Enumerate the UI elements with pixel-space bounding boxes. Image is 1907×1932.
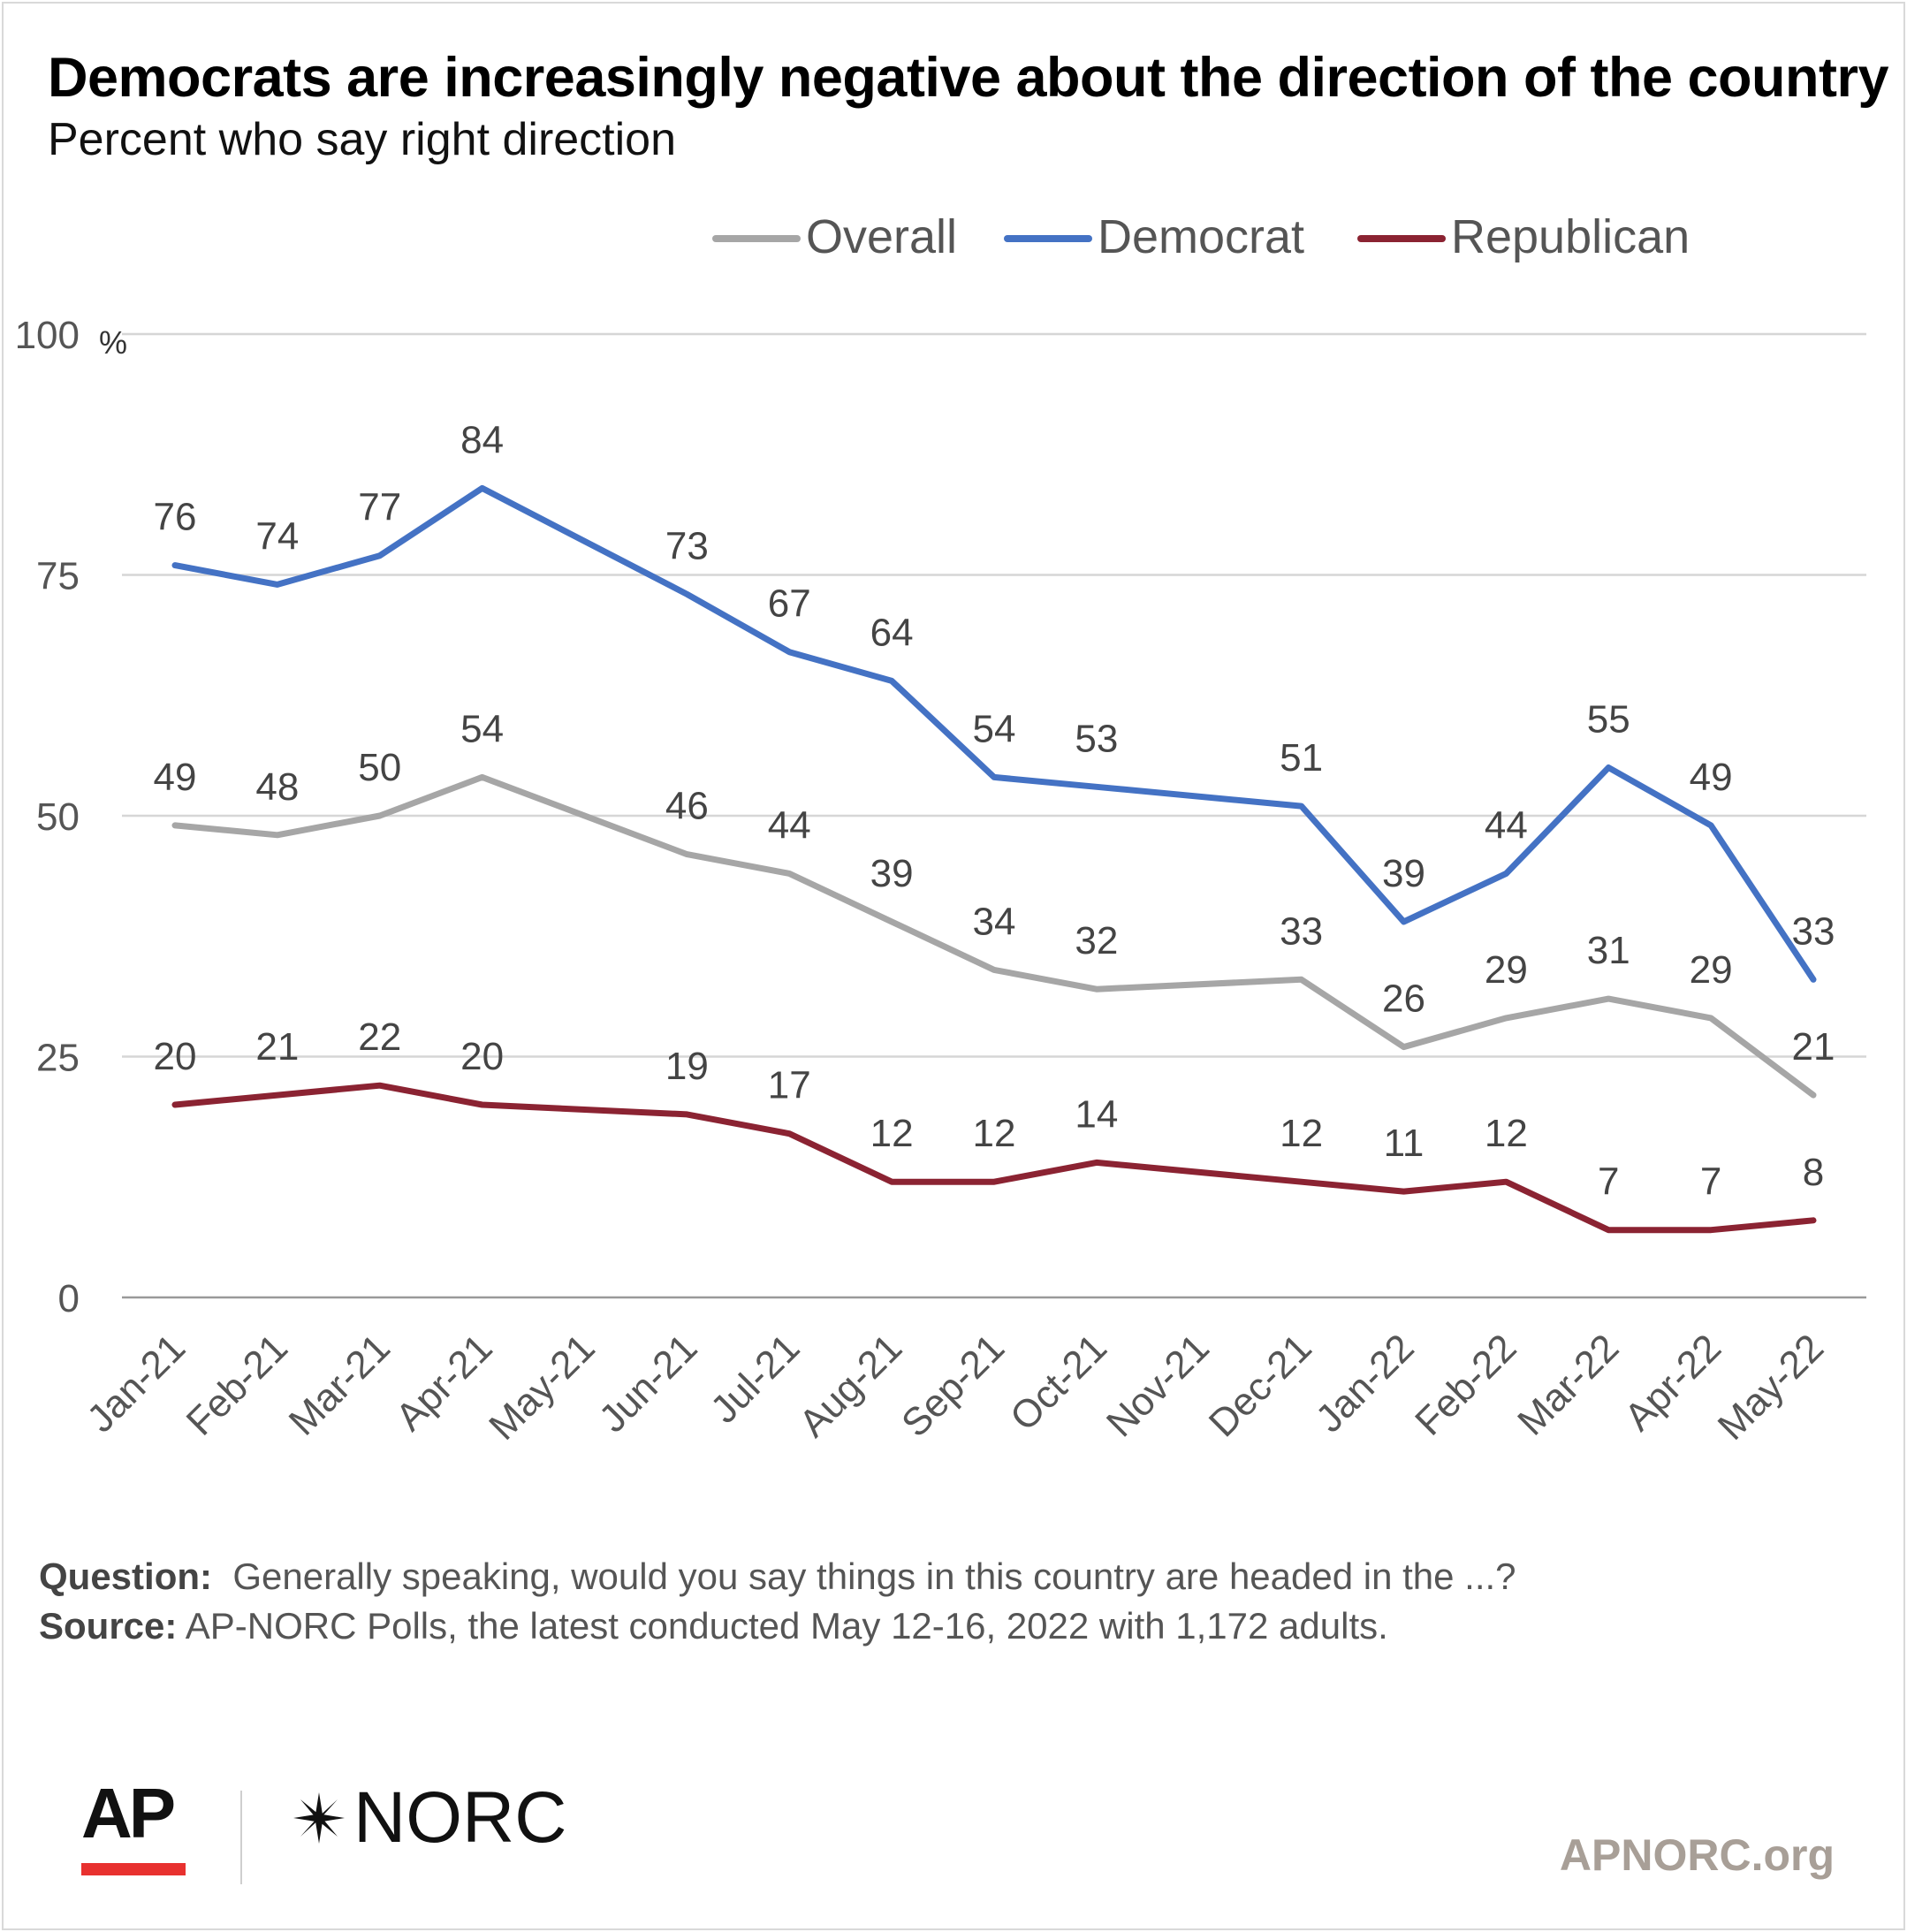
question-note: Question: Generally speaking, would you … xyxy=(39,1552,1516,1601)
data-label-democrat: 39 xyxy=(1382,852,1425,895)
data-label-republican: 19 xyxy=(665,1045,709,1088)
data-label-overall: 54 xyxy=(460,707,504,750)
series-line-overall xyxy=(171,773,1817,1099)
data-label-overall: 48 xyxy=(255,765,299,809)
x-tick-label: Jan-22 xyxy=(1308,1326,1423,1441)
x-tick-label: Dec-21 xyxy=(1201,1326,1320,1445)
data-label-overall: 34 xyxy=(973,900,1016,943)
data-label-republican: 7 xyxy=(1598,1160,1619,1204)
data-label-overall: 44 xyxy=(768,803,811,847)
ap-logo-text: AP xyxy=(81,1774,176,1852)
x-tick-label: Apr-21 xyxy=(388,1326,501,1439)
data-label-democrat: 74 xyxy=(255,514,299,558)
data-label-republican: 11 xyxy=(1384,1122,1425,1165)
data-label-overall: 50 xyxy=(358,746,401,789)
x-tick-label: May-21 xyxy=(481,1326,603,1448)
y-tick-label: 25 xyxy=(36,1037,80,1080)
data-label-democrat: 76 xyxy=(154,496,197,539)
x-tick-label: Apr-22 xyxy=(1616,1326,1729,1439)
x-tick-label: Mar-22 xyxy=(1509,1326,1627,1443)
y-tick-label: 0 xyxy=(58,1277,80,1320)
source-note: Source: AP-NORC Polls, the latest conduc… xyxy=(39,1601,1516,1651)
data-label-democrat: 53 xyxy=(1075,717,1118,760)
data-label-republican: 8 xyxy=(1803,1151,1824,1194)
data-label-democrat: 77 xyxy=(358,486,401,529)
norc-logo-text: NORC xyxy=(353,1777,567,1858)
chart-subtitle: Percent who say right direction xyxy=(48,114,677,165)
data-label-overall: 21 xyxy=(1792,1025,1835,1069)
norc-star-icon xyxy=(293,1792,345,1844)
data-label-republican: 12 xyxy=(870,1112,914,1155)
data-label-democrat: 55 xyxy=(1587,698,1630,742)
data-label-democrat: 73 xyxy=(665,524,709,567)
legend-label-overall: Overall xyxy=(806,210,957,263)
y-tick-label: 50 xyxy=(36,795,80,839)
data-label-overall: 49 xyxy=(154,756,197,799)
data-label-democrat: 67 xyxy=(768,582,811,626)
data-label-democrat: 49 xyxy=(1690,756,1733,799)
data-label-democrat: 84 xyxy=(460,418,504,461)
norc-logo: NORC xyxy=(288,1782,566,1854)
ap-logo-bar xyxy=(81,1863,186,1875)
data-label-republican: 7 xyxy=(1700,1160,1721,1204)
ap-logo: AP xyxy=(81,1778,189,1875)
data-label-overall: 29 xyxy=(1690,948,1733,992)
data-label-overall: 33 xyxy=(1280,909,1323,953)
data-label-republican: 20 xyxy=(460,1035,504,1078)
x-tick-label: Jun-21 xyxy=(591,1326,706,1441)
data-label-republican: 14 xyxy=(1075,1092,1118,1136)
y-unit-label: % xyxy=(99,324,127,361)
data-label-republican: 17 xyxy=(768,1064,811,1107)
data-label-republican: 20 xyxy=(154,1035,197,1078)
x-tick-label: Nov-21 xyxy=(1098,1326,1218,1445)
site-url: APNORC.org xyxy=(1559,1830,1835,1880)
x-tick-label: Sep-21 xyxy=(893,1326,1013,1445)
data-label-overall: 46 xyxy=(665,785,709,828)
data-label-republican: 12 xyxy=(1485,1112,1528,1155)
source-label: Source: xyxy=(39,1605,178,1647)
data-label-republican: 12 xyxy=(973,1112,1016,1155)
x-tick-label: Feb-21 xyxy=(179,1326,296,1443)
x-tick-label: Feb-22 xyxy=(1407,1326,1524,1443)
legend-label-republican: Republican xyxy=(1451,210,1690,263)
chart-title: Democrats are increasingly negative abou… xyxy=(48,47,1889,109)
data-label-democrat: 44 xyxy=(1485,803,1528,847)
data-label-democrat: 51 xyxy=(1280,736,1323,780)
x-tick-label: Mar-21 xyxy=(281,1326,399,1443)
data-label-democrat: 54 xyxy=(973,707,1016,750)
legend-label-democrat: Democrat xyxy=(1098,210,1304,263)
chart-notes: Question: Generally speaking, would you … xyxy=(39,1552,1516,1651)
logo-divider xyxy=(240,1791,242,1884)
data-label-republican: 21 xyxy=(255,1025,299,1069)
data-label-overall: 31 xyxy=(1587,929,1630,972)
question-text: Generally speaking, would you say things… xyxy=(232,1555,1516,1597)
data-label-overall: 39 xyxy=(870,852,914,895)
x-tick-label: May-22 xyxy=(1710,1326,1832,1448)
question-label: Question: xyxy=(39,1555,212,1597)
y-tick-label: 100 xyxy=(15,314,80,357)
y-tick-label: 75 xyxy=(36,555,80,598)
data-label-republican: 12 xyxy=(1280,1112,1323,1155)
series-line-republican xyxy=(171,1082,1817,1234)
data-label-republican: 22 xyxy=(358,1015,401,1059)
x-tick-label: Oct-21 xyxy=(1002,1326,1115,1439)
data-label-democrat: 64 xyxy=(870,611,914,654)
x-tick-label: Aug-21 xyxy=(791,1326,910,1445)
data-label-overall: 26 xyxy=(1382,977,1425,1021)
data-label-overall: 32 xyxy=(1075,919,1118,962)
series-line-democrat xyxy=(171,484,1817,983)
x-tick-label: Jan-21 xyxy=(79,1326,194,1441)
source-text: AP-NORC Polls, the latest conducted May … xyxy=(185,1605,1388,1647)
data-label-overall: 29 xyxy=(1485,948,1528,992)
data-label-democrat: 33 xyxy=(1792,909,1835,953)
